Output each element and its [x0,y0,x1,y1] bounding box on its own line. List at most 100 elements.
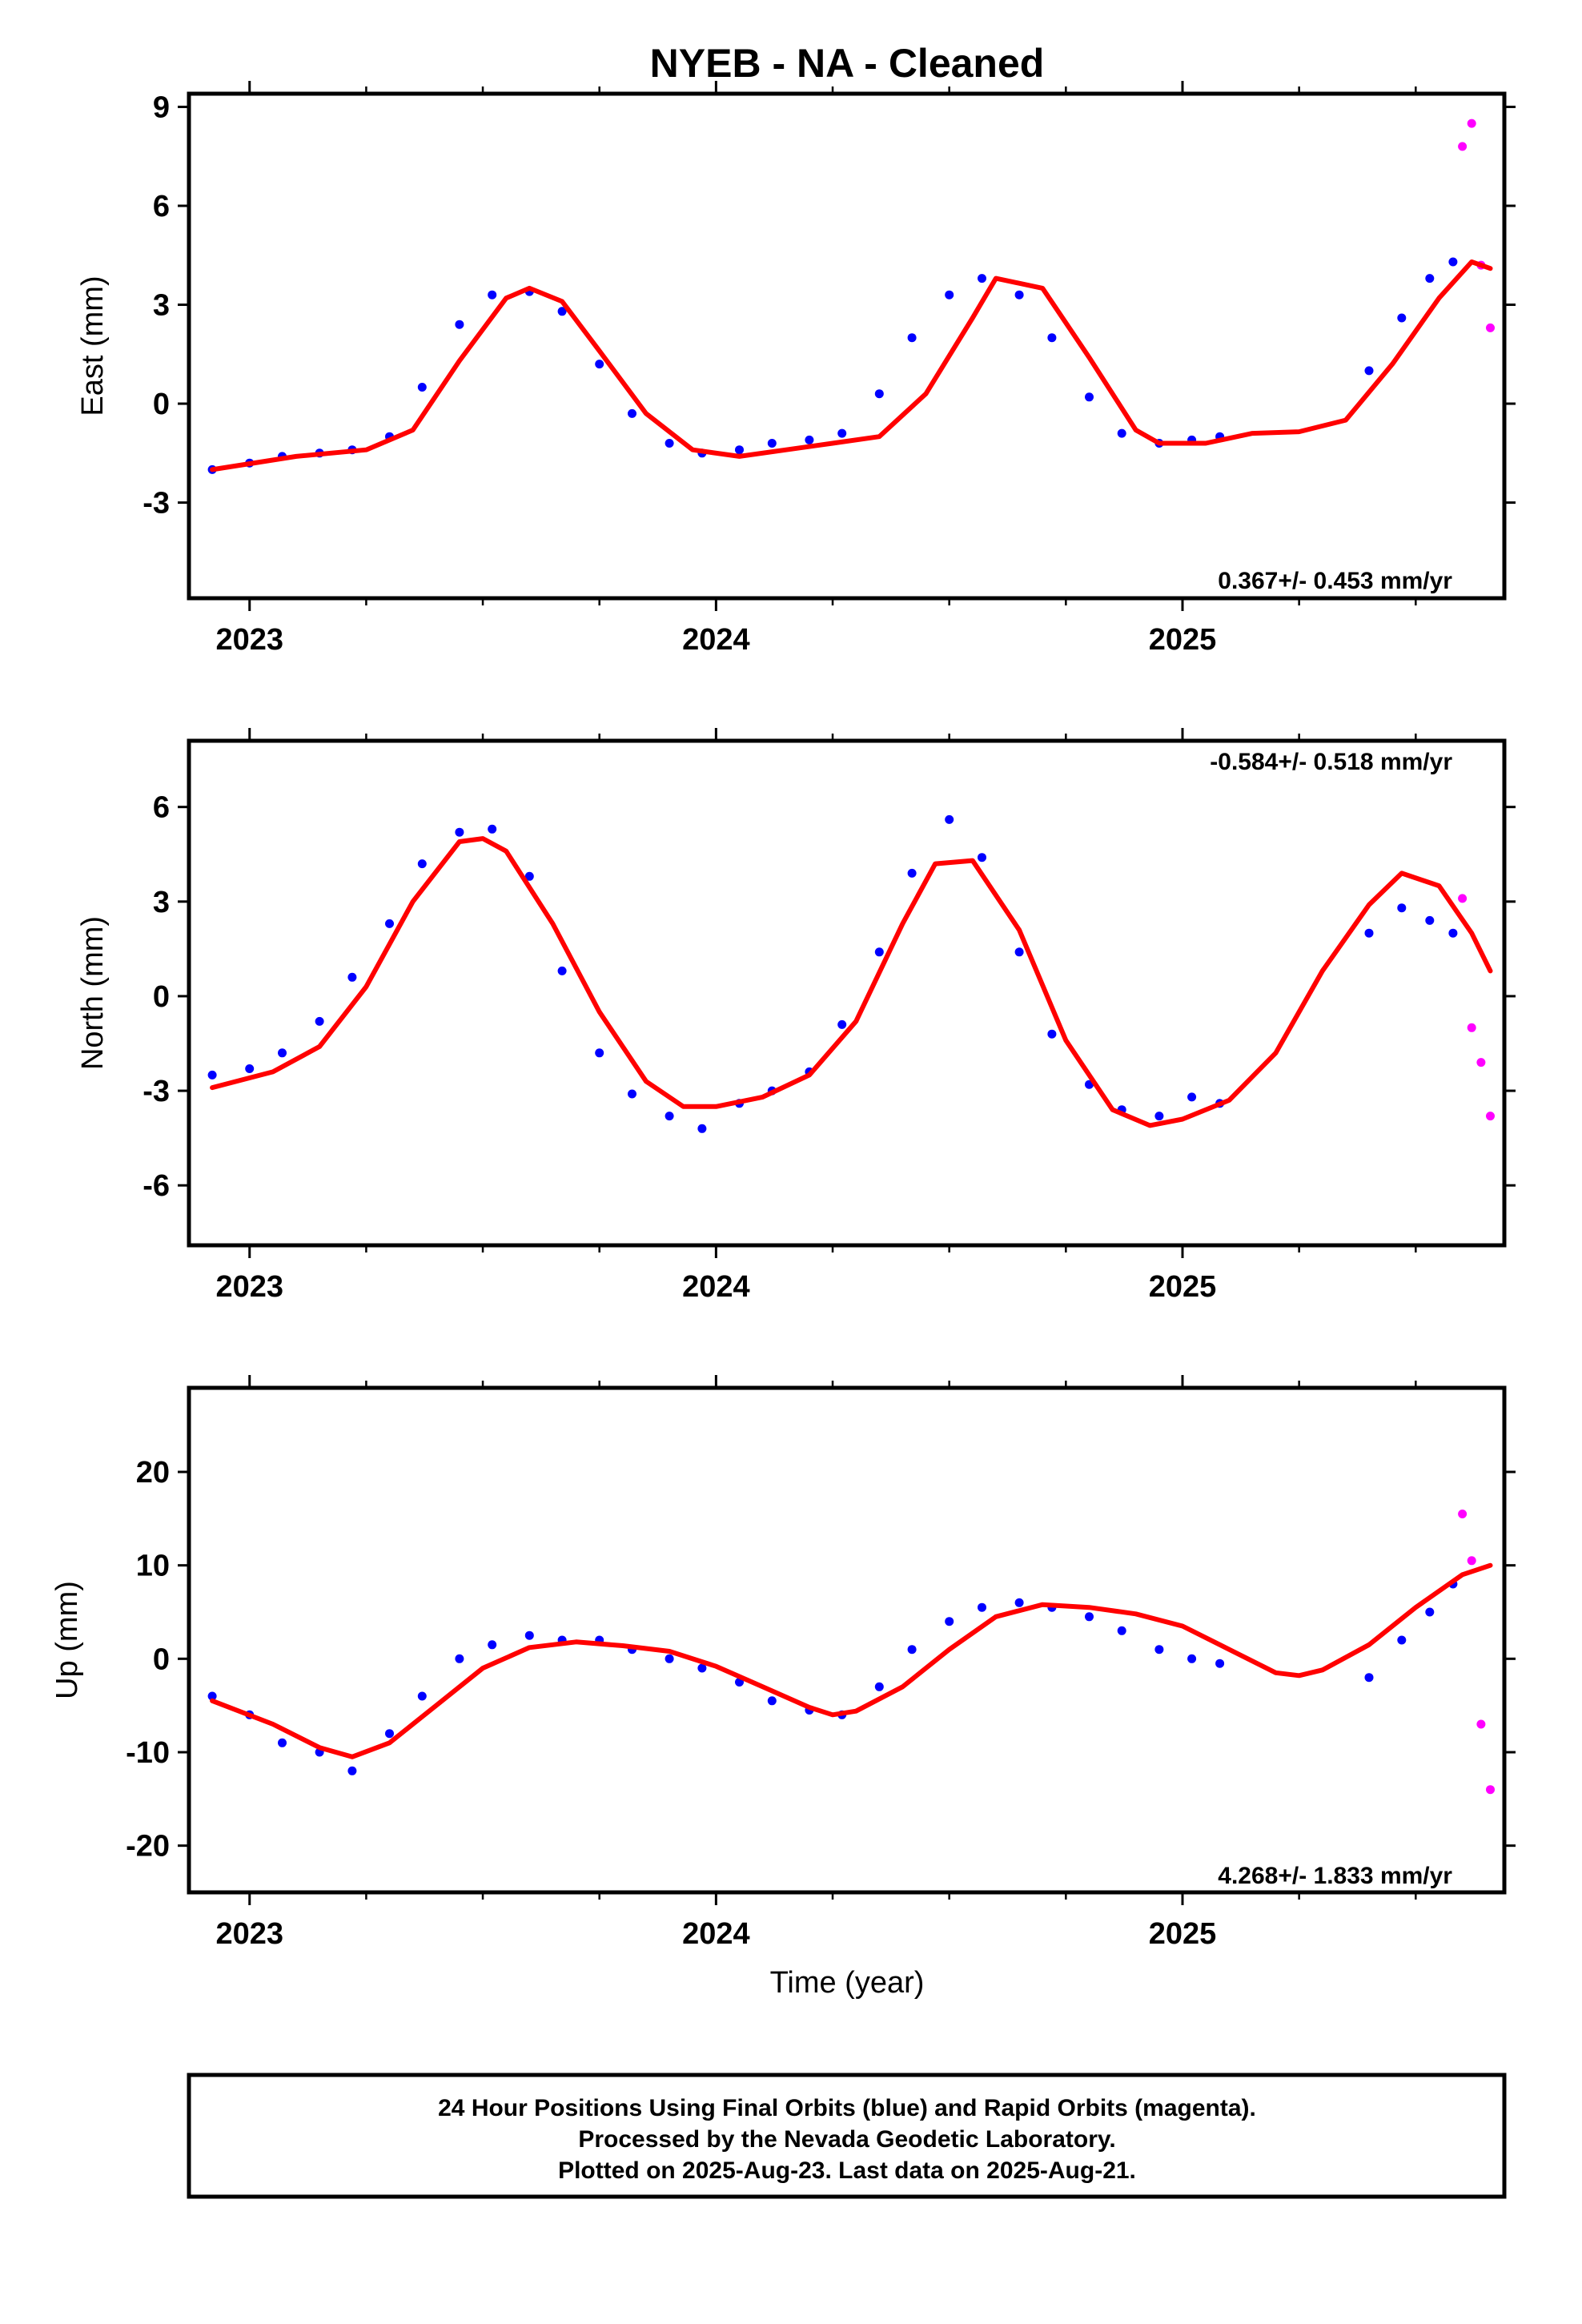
east-velocity-rate: 0.367+/- 0.453 mm/yr [1218,568,1452,594]
up-final-point [455,1654,464,1663]
north-axis-ticks: 6 3 0 -3 -6 2023 2024 2025 [143,728,1516,1304]
up-final-point [1425,1607,1435,1617]
north-velocity-rate: -0.584+/- 0.518 mm/yr [1210,749,1452,775]
up-final-point [697,1663,707,1673]
north-final-point [945,814,954,824]
up-velocity-rate: 4.268+/- 1.833 mm/yr [1218,1863,1452,1889]
up-y-tick-label: 0 [153,1642,170,1676]
north-x-tick-label: 2025 [1149,1270,1217,1304]
east-points [207,119,1495,474]
north-rapid-point [1476,1058,1486,1068]
up-final-point [1397,1635,1407,1645]
east-y-tick-label: 3 [153,289,170,323]
north-final-point [1154,1112,1164,1121]
north-final-point [1187,1092,1197,1102]
up-final-point [1215,1659,1225,1668]
up-rapid-point [1486,1785,1495,1795]
north-final-point [207,1070,217,1080]
east-y-tick-label: -3 [143,487,170,521]
up-rapid-point [1476,1719,1486,1729]
north-model-fit [210,836,1493,1128]
east-x-tick-label: 2023 [215,623,283,657]
up-final-point [945,1617,954,1626]
up-points [207,1510,1495,1795]
up-y-tick-label: -10 [126,1736,170,1770]
north-final-point [1397,903,1407,913]
north-final-point [557,966,567,975]
east-final-point [1117,428,1126,438]
north-points [207,814,1495,1133]
up-y-tick-label: -20 [126,1830,170,1864]
up-y-tick-label: 10 [136,1550,170,1583]
north-y-tick-label: 6 [153,791,170,825]
up-final-point [1187,1654,1197,1663]
north-final-point [488,824,497,834]
up-final-point [1154,1645,1164,1655]
east-panel-frame [187,91,1507,601]
east-final-point [1364,366,1374,376]
east-final-point [1397,313,1407,323]
east-final-point [874,389,884,399]
up-final-point [1364,1673,1374,1683]
north-y-tick-label: 3 [153,886,170,919]
east-model-fit [210,259,1493,472]
east-final-point [767,439,777,448]
north-final-point [278,1048,287,1058]
x-axis-label: Time (year) [770,1966,925,2000]
east-x-tick-label: 2024 [682,623,750,657]
north-final-point [245,1064,255,1073]
up-final-point [874,1682,884,1691]
east-final-point [595,360,604,369]
east-final-point [557,307,567,316]
north-final-point [385,919,394,928]
up-x-tick-label: 2023 [215,1917,283,1951]
north-final-point [1448,928,1458,938]
up-y-axis-label: Up (mm) [50,1581,84,1699]
east-axis-ticks: 9 6 3 0 -3 2023 2024 2025 [143,81,1516,657]
up-final-point [524,1630,534,1640]
up-final-point [665,1654,674,1663]
east-x-tick-label: 2025 [1149,623,1217,657]
north-final-point [874,947,884,957]
north-final-point [595,1048,604,1058]
north-final-point [665,1112,674,1121]
east-final-point [837,428,847,438]
north-final-point [907,868,917,878]
north-final-point [1425,915,1435,925]
east-final-point [1448,257,1458,267]
east-final-point [417,383,427,392]
north-y-tick-label: 0 [153,980,170,1014]
north-final-point [837,1019,847,1029]
north-y-tick-label: -6 [143,1169,170,1203]
north-final-point [1364,928,1374,938]
east-fit-line [210,259,1493,472]
north-final-point [417,859,427,869]
east-final-point [1085,392,1094,402]
east-final-point [907,333,917,343]
east-final-point [1014,290,1024,300]
north-rapid-point [1467,1023,1476,1032]
east-panel: 9 6 3 0 -3 2023 2024 2025 East (mm) 0.367+/- 0.… [76,81,1516,657]
north-y-axis-label: North (mm) [76,916,110,1070]
north-rapid-point [1486,1112,1495,1121]
north-final-point [455,827,464,837]
east-final-point [665,439,674,448]
up-rapid-point [1458,1510,1468,1518]
up-panel-frame [187,1385,1507,1895]
up-rapid-point [1467,1556,1476,1566]
north-panel-frame [187,738,1507,1248]
up-final-point [907,1645,917,1655]
east-y-axis-label: East (mm) [76,275,110,416]
up-final-point [278,1738,287,1747]
north-panel: 6 3 0 -3 -6 2023 2024 2025 North (mm) -0.584+/-… [76,728,1516,1304]
up-final-point [1117,1626,1126,1635]
north-rapid-point [1458,894,1468,903]
up-final-point [767,1696,777,1706]
up-final-point [207,1691,217,1701]
north-y-tick-label: -3 [143,1075,170,1108]
east-y-tick-label: 9 [153,90,170,124]
east-rapid-point [1467,119,1476,128]
north-final-point [978,853,986,862]
up-final-point [417,1691,427,1701]
